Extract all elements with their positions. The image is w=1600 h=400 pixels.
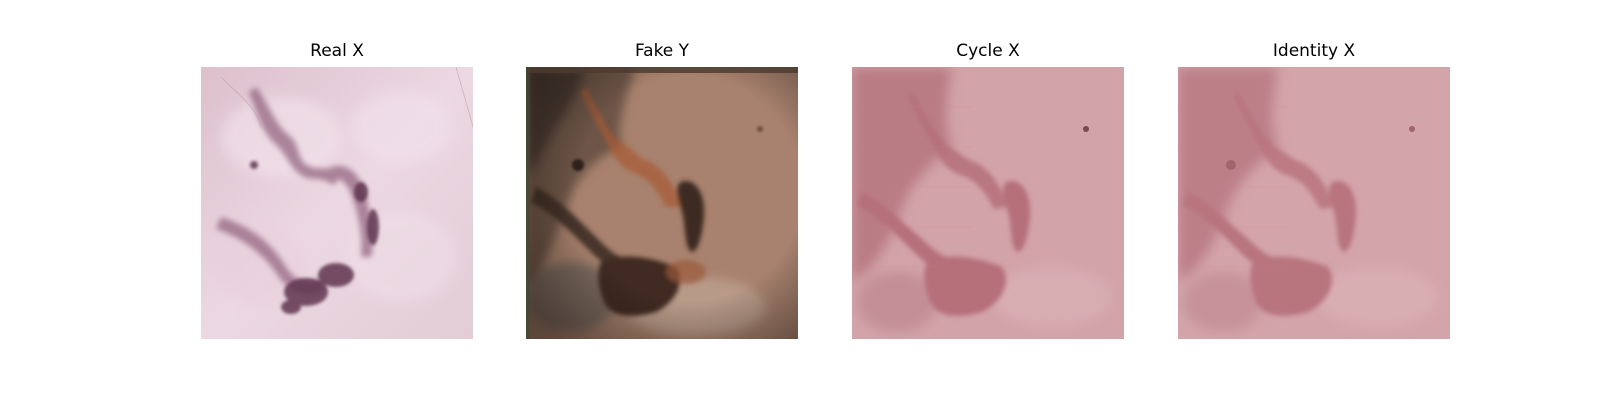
panel-title-fake-y: Fake Y	[634, 41, 690, 61]
panel-title-real-x: Real X	[310, 41, 364, 61]
panel-fake-y: Fake Y	[526, 0, 798, 400]
cycle-x-image	[852, 67, 1124, 339]
fake-y-image	[526, 67, 798, 339]
panel-real-x: Real X	[201, 0, 473, 400]
panel-title-identity-x: Identity X	[1272, 41, 1356, 61]
panel-cycle-x: Cycle X	[852, 0, 1124, 400]
panel-identity-x: Identity X	[1178, 0, 1450, 400]
identity-x-image	[1178, 67, 1450, 339]
panel-title-cycle-x: Cycle X	[956, 41, 1020, 61]
real-x-image	[201, 67, 473, 339]
